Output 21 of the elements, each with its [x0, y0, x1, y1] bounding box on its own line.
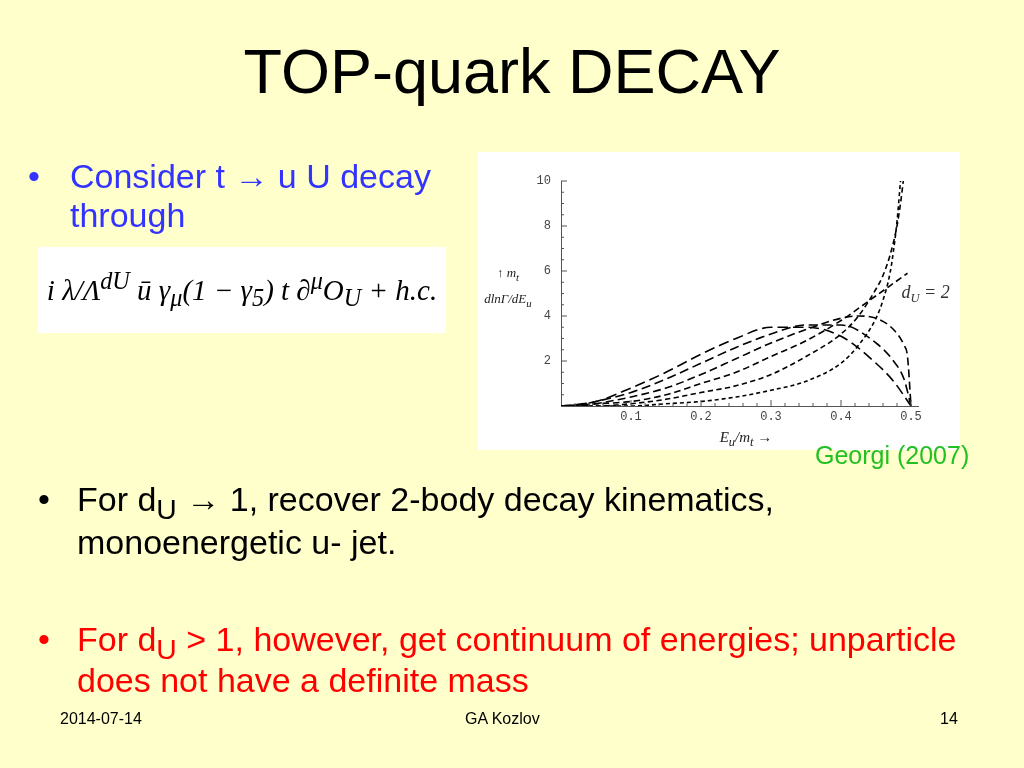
text: 14 [940, 709, 958, 729]
text: • Consider t → u U decay through [28, 157, 431, 234]
y-tick-label: 8 [543, 219, 551, 234]
y-axis-title: ↑ m$_{t}$ dlnΓ/dE$_{u}$ [483, 264, 533, 311]
text: • For d$_{U}$ > 1, however, get continuum of energies; unparticle does not have a definite mass [38, 619, 957, 699]
x-axis-title: E$_{u}$/m$_{t}$ → [719, 429, 773, 449]
x-tick-label: 0.1 [620, 410, 642, 425]
text: GA Kozlov [465, 709, 540, 729]
x-tick-label: 0.5 [900, 410, 922, 425]
y-tick-label: 4 [543, 309, 551, 324]
x-tick-label: 0.2 [690, 410, 712, 425]
y-tick-label: 10 [536, 174, 551, 189]
x-tick-label: 0.4 [830, 410, 852, 425]
text: Georgi (2007) [815, 440, 970, 470]
chart-title: TOP-quark DECAY [242, 35, 782, 108]
y-tick-label: 2 [543, 354, 551, 369]
x-tick-label: 0.3 [760, 410, 782, 425]
formula-panel: i λ/Λ$^{dU}$ ū γ$_{μ}$(1 − γ$_{5}$) t ∂$^{μ}$O$_{U}$ + h.c. [38, 247, 446, 333]
y-tick-label: 6 [543, 264, 551, 279]
text: 2014-07-14 [60, 709, 142, 729]
text: • For d$_{U}$ → 1, recover 2-body decay kinematics, monoenergetic u- jet. [38, 479, 774, 561]
